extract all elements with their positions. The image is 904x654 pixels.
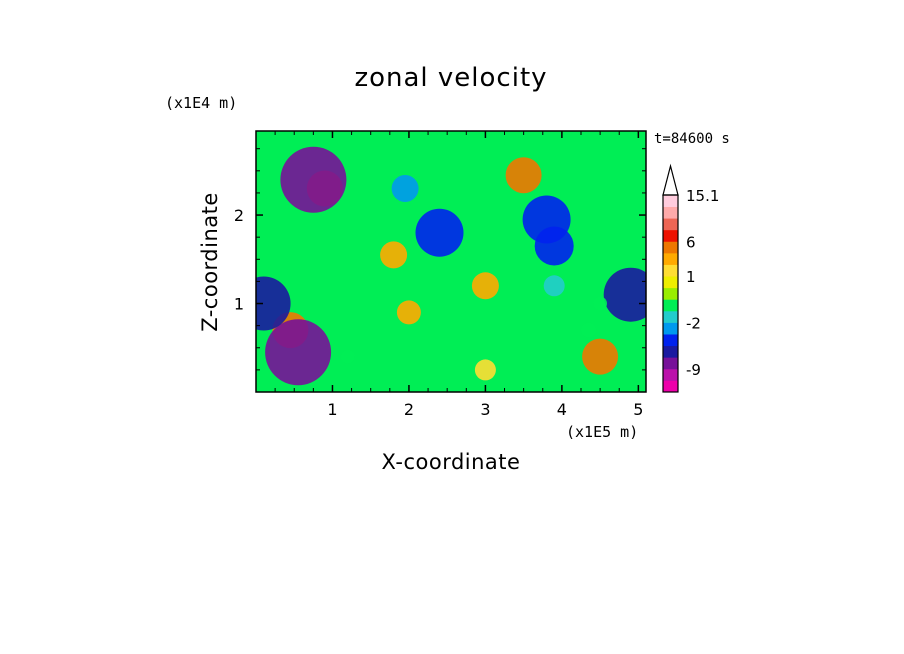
colorbar-segment (663, 252, 678, 265)
velocity-feature (593, 296, 607, 311)
y-axis: 12 (234, 148, 646, 371)
x-axis: 1 2 3 4 5 (274, 131, 643, 419)
y-tick-label: 1 (234, 295, 244, 314)
colorbar-segment (663, 380, 678, 393)
x-scale-label: (x1E5 m) (566, 423, 638, 441)
colorbar-segment (663, 195, 678, 207)
velocity-feature (380, 241, 408, 269)
colorbar-tick-label: 1 (686, 268, 696, 286)
x-tick-label: 4 (557, 400, 567, 419)
colorbar-segment (663, 206, 678, 219)
colorbar-tick-label: -2 (686, 314, 701, 332)
y-tick-label: 2 (234, 206, 244, 225)
velocity-feature (256, 276, 291, 331)
velocity-feature (474, 359, 496, 381)
colorbar-segment (663, 310, 678, 323)
colorbar-segment (663, 357, 678, 370)
y-axis-label: Z-coordinate (198, 192, 222, 332)
colorbar-tick-label: -9 (686, 361, 701, 379)
contour-field (256, 146, 646, 386)
velocity-feature (391, 175, 419, 202)
colorbar-segment (663, 276, 678, 289)
velocity-feature (280, 146, 347, 213)
x-tick-label: 1 (327, 400, 337, 419)
colorbar-tick-label: 15.1 (686, 187, 719, 205)
velocity-feature (471, 272, 499, 300)
chart-title: zonal velocity (354, 63, 547, 93)
x-tick-label: 5 (633, 400, 643, 419)
colorbar-segment (663, 368, 678, 381)
colorbar-segment (663, 334, 678, 347)
colorbar-frame (662, 194, 679, 393)
velocity-feature (582, 338, 619, 375)
x-axis-label: X-coordinate (382, 450, 521, 474)
colorbar-segment (663, 299, 678, 312)
x-tick-label: 3 (480, 400, 490, 419)
heatmap-plot-area (255, 130, 647, 393)
velocity-feature (340, 349, 355, 364)
colorbar-segment (663, 218, 678, 231)
time-label: t=84600 s (654, 131, 730, 147)
colorbar: 15.1 6 1 -2 -9 (662, 163, 719, 393)
colorbar-segment (663, 229, 678, 242)
velocity-feature (505, 157, 542, 194)
colorbar-segment (663, 264, 678, 277)
velocity-feature (603, 267, 646, 322)
colorbar-segment (663, 241, 678, 254)
colorbar-extend-arrow (662, 163, 679, 196)
x-tick-label: 2 (404, 400, 414, 419)
velocity-feature (396, 300, 421, 325)
velocity-feature (415, 208, 464, 257)
velocity-feature (543, 275, 565, 297)
colorbar-tick-label: 6 (686, 233, 696, 251)
colorbar-segment (663, 345, 678, 358)
colorbar-segment (663, 322, 678, 335)
velocity-feature (581, 322, 597, 338)
velocity-feature (534, 226, 574, 266)
y-scale-label: (x1E4 m) (165, 94, 237, 112)
velocity-feature (265, 319, 332, 386)
plot-frame (255, 130, 647, 393)
colorbar-segment (663, 287, 678, 300)
